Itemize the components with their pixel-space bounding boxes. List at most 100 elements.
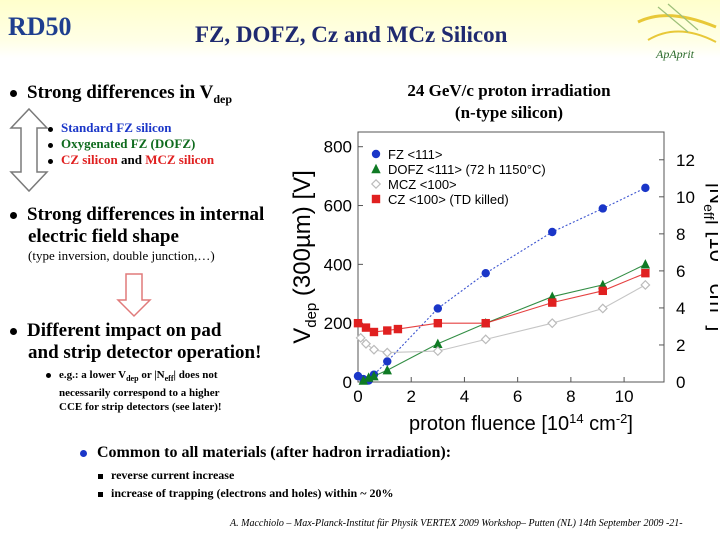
data-point xyxy=(433,338,443,348)
corner-logo-text: ApAprit xyxy=(655,47,695,61)
material-cz-text: CZ silicon xyxy=(61,152,118,167)
y2-tick-label: 2 xyxy=(676,336,685,355)
common-item: reverse current increase xyxy=(98,466,510,484)
legend-marker xyxy=(371,194,381,204)
data-point xyxy=(382,347,393,358)
y-tick-label: 0 xyxy=(343,373,352,392)
x-tick-label: 2 xyxy=(406,387,415,406)
legend-label: DOFZ <111> (72 h 1150°C) xyxy=(388,162,546,177)
bullet-impact: Different impact on pad and strip detect… xyxy=(10,320,261,364)
bullet-dot xyxy=(80,449,87,457)
common-item: increase of trapping (electrons and hole… xyxy=(98,484,510,502)
legend-label: CZ <100> (TD killed) xyxy=(388,192,509,207)
bullet-dot xyxy=(48,142,53,148)
data-point xyxy=(383,357,392,366)
data-point xyxy=(433,318,443,328)
logo-swoosh-2 xyxy=(647,30,717,43)
x-tick-label: 0 xyxy=(353,387,362,406)
data-point xyxy=(640,279,651,290)
common-main-text: Common to all materials (after hadron ir… xyxy=(97,444,452,461)
bullet-dot xyxy=(10,90,17,98)
double-arrow-icon xyxy=(9,107,49,193)
y-tick-label: 600 xyxy=(324,197,352,216)
legend-label: MCZ <100> xyxy=(388,177,457,192)
common-box: Common to all materials (after hadron ir… xyxy=(80,444,510,514)
common-item-text: increase of trapping (electrons and hole… xyxy=(111,486,394,500)
material-list: Standard FZ silicon Oxygenated FZ (DOFZ)… xyxy=(48,120,214,168)
bullet-vdep: Strong differences in Vdep xyxy=(10,82,232,107)
footer: A. Macchiolo – Max-Planck-Institut für P… xyxy=(230,518,683,529)
bullet-dot xyxy=(48,126,53,132)
data-point xyxy=(369,327,379,337)
data-point xyxy=(369,370,379,381)
data-point xyxy=(383,326,392,335)
common-item-text: reverse current increase xyxy=(111,468,235,482)
data-point xyxy=(481,318,490,328)
bullet-field-line2: electric field shape xyxy=(28,226,179,247)
data-point xyxy=(598,286,607,296)
legend-label: FZ <111> xyxy=(388,147,442,162)
impact-note: e.g.: a lower Vdep or |Neff| does not ne… xyxy=(46,368,222,414)
x-axis-label: proton fluence [1014 cm-2] xyxy=(409,411,633,435)
down-arrow-icon xyxy=(116,273,152,318)
bullet-impact-line2: and strip detector operation! xyxy=(28,342,262,363)
bullet-dot xyxy=(48,158,53,164)
irradiation-heading-line2: (n-type silicon) xyxy=(454,103,564,122)
data-point xyxy=(355,332,366,343)
irradiation-heading-line1: 24 GeV/c proton irradiation xyxy=(407,81,611,100)
square-bullet xyxy=(98,473,103,479)
y-tick-label: 200 xyxy=(324,314,352,333)
x-tick-label: 10 xyxy=(615,387,634,406)
corner-logo: ApAprit xyxy=(637,3,717,61)
x-tick-label: 8 xyxy=(566,387,575,406)
data-point xyxy=(548,227,557,237)
data-point xyxy=(640,259,651,269)
material-dofz-text: Oxygenated FZ (DOFZ) xyxy=(61,136,196,151)
common-list: reverse current increase increase of tra… xyxy=(80,466,510,502)
header-band xyxy=(0,0,720,58)
legend-marker xyxy=(370,178,382,190)
y-tick-label: 400 xyxy=(324,255,352,274)
x-tick-label: 4 xyxy=(460,387,469,406)
impact-note-a: e.g.: a lower V xyxy=(59,369,127,381)
series-line xyxy=(360,284,646,354)
bullet-impact-line1: Different impact on pad xyxy=(27,320,222,341)
logo-lines xyxy=(657,3,699,33)
bullet-field: Strong differences in internal electric … xyxy=(10,204,264,248)
y2-tick-label: 8 xyxy=(676,225,685,244)
data-point xyxy=(358,375,369,385)
impact-note-b-sub: eff xyxy=(164,374,174,384)
data-point xyxy=(433,304,443,313)
data-point xyxy=(382,365,392,375)
data-point xyxy=(598,204,607,213)
material-cz: CZ silicon and MCZ silicon xyxy=(48,152,214,168)
y2-tick-label: 10 xyxy=(676,188,695,207)
bullet-vdep-text: Strong differences in V xyxy=(27,82,214,103)
impact-note-a-sub: dep xyxy=(126,374,139,384)
common-main: Common to all materials (after hadron ir… xyxy=(80,444,510,462)
vdep-chart: 0 200 400 600 800 0 2 4 6 8 10 12 0 2 4 6 8 10 proton flue… xyxy=(289,131,718,435)
data-point xyxy=(353,318,363,328)
y2-tick-label: 0 xyxy=(676,373,685,392)
y-tick-label: 800 xyxy=(324,138,352,157)
rd50-logo: RD50 xyxy=(8,12,72,41)
logo-swoosh xyxy=(637,14,717,29)
legend-marker xyxy=(371,149,381,159)
material-mcz-text: MCZ silicon xyxy=(145,152,215,167)
data-point xyxy=(597,303,608,314)
bullet-vdep-sub: dep xyxy=(213,91,232,106)
y2-tick-label: 6 xyxy=(676,262,685,281)
material-fz-text: Standard FZ silicon xyxy=(61,120,172,135)
impact-note-line3: CCE for strip detectors (see later)! xyxy=(59,401,222,414)
legend-marker xyxy=(371,163,381,174)
data-point xyxy=(393,324,403,334)
data-point xyxy=(361,323,371,332)
bullet-dot xyxy=(46,372,51,378)
data-point xyxy=(368,344,380,355)
field-note: (type inversion, double junction,…) xyxy=(28,248,215,263)
y2-tick-label: 12 xyxy=(676,151,695,170)
bullet-dot xyxy=(10,328,17,336)
impact-note-c: | does not xyxy=(173,369,218,381)
impact-note-line2: necessarily correspond to a higher xyxy=(59,387,220,400)
data-point xyxy=(641,183,650,193)
